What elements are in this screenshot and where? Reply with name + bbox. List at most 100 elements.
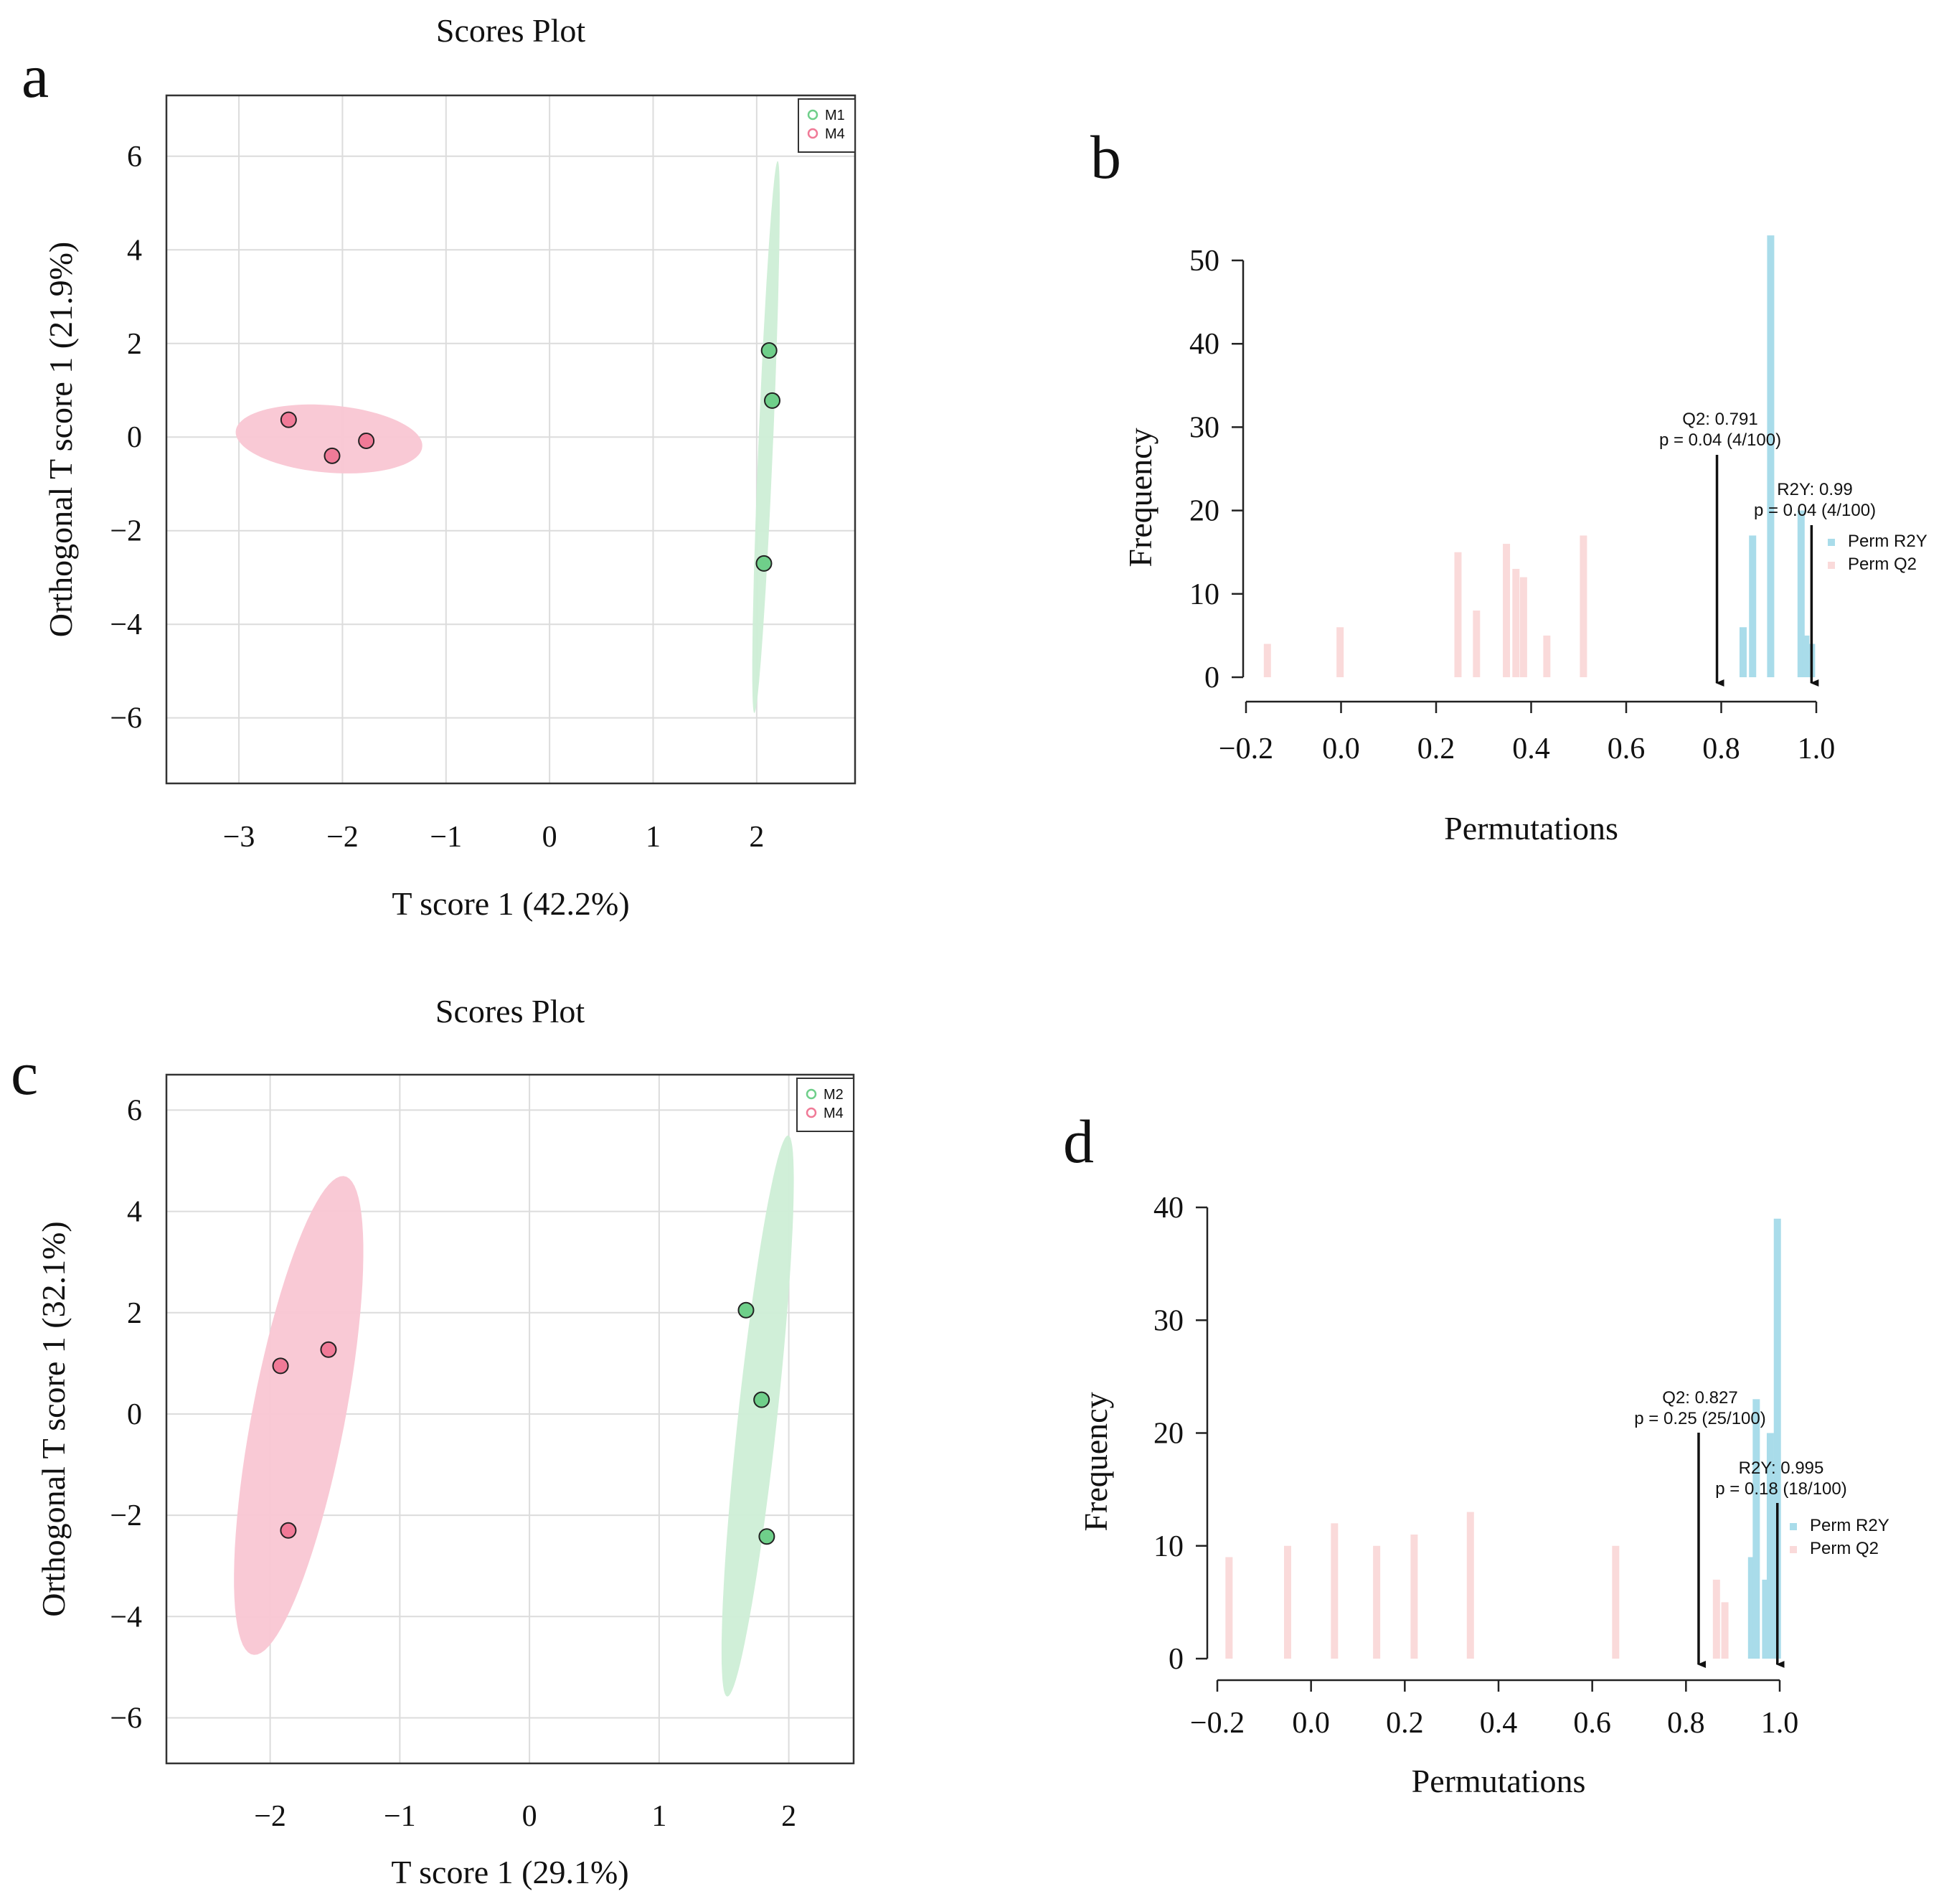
point-m2 (737, 1301, 755, 1319)
x-tick-label: −2 (326, 821, 359, 854)
x-tick-label: 0.8 (1702, 732, 1740, 765)
x-axis-label: Permutations (1412, 1763, 1586, 1799)
y-tick-label: 30 (1189, 411, 1219, 444)
scores-plot-a: −3 −2 −1 0 1 2 −6 −4 −2 0 2 4 6 Scores Plot T score 1 … (42, 12, 856, 922)
y-axis-label: Frequency (1122, 428, 1158, 567)
legend-label-perm-q2: Perm Q2 (1848, 555, 1917, 574)
annotation-stat: Q2: 0.791 (1682, 410, 1757, 429)
x-tick-label: −1 (430, 821, 462, 854)
y-axis-label: Orthogonal T score 1 (32.1%) (35, 1221, 72, 1616)
point-m2 (753, 1391, 770, 1408)
point-m4 (324, 447, 341, 464)
y-tick-label: 10 (1189, 578, 1219, 611)
y-tick-label: −2 (110, 515, 142, 548)
y-axis-label: Frequency (1077, 1392, 1114, 1531)
bar-perm-q2 (1612, 1545, 1620, 1659)
y-tick-label: 6 (127, 1094, 142, 1127)
x-axis-label: T score 1 (42.2%) (392, 885, 629, 922)
x-tick-label: −2 (254, 1800, 286, 1833)
bar-perm-q2 (1712, 1579, 1720, 1659)
ellipse-m4 (234, 1176, 364, 1655)
plot-frame (165, 94, 856, 785)
annotation-stat: R2Y: 0.995 (1739, 1458, 1824, 1478)
legend-box (796, 1078, 854, 1132)
y-tick-label: 10 (1153, 1530, 1184, 1563)
legend-marker-m1 (807, 109, 818, 121)
annotation-p-value: p = 0.04 (4/100) (1754, 501, 1876, 520)
legend-marker-m4 (806, 1107, 817, 1118)
ellipse-m2 (721, 1135, 794, 1697)
bar-perm-q2 (1225, 1557, 1233, 1659)
bar-perm-r2y (1747, 1557, 1755, 1659)
x-tick-label: 0.2 (1417, 732, 1455, 765)
x-tick-label: 0.0 (1322, 732, 1360, 765)
legend-label-m2: M2 (824, 1087, 844, 1103)
y-tick-label: −2 (110, 1499, 142, 1532)
bar-perm-q2 (1466, 1512, 1474, 1659)
annotation-stat: Q2: 0.827 (1662, 1388, 1737, 1408)
annotation-p-value: p = 0.18 (18/100) (1715, 1479, 1846, 1499)
permutation-histogram-d: −0.2 0.0 0.2 0.4 0.6 0.8 1.0 0 10 20 30 40 Permutati… (1077, 1192, 1889, 1799)
panel-letter-c: c (11, 1039, 38, 1108)
bar-perm-q2 (1410, 1535, 1418, 1659)
legend-label-m1: M1 (825, 108, 845, 123)
x-tick-label: −3 (223, 821, 255, 854)
y-tick-label: −6 (110, 702, 142, 735)
x-tick-label: 0.4 (1480, 1707, 1518, 1740)
bar-perm-q2 (1519, 577, 1527, 677)
y-tick-label: 0 (127, 1398, 142, 1431)
chart-title: Scores Plot (435, 993, 585, 1029)
scores-plot-c: −2 −1 0 1 2 −6 −4 −2 0 2 4 6 Scores Plot T score 1 (2… (35, 993, 855, 1890)
legend-label-m4: M4 (824, 1106, 844, 1121)
y-tick-label: 0 (1204, 661, 1219, 694)
bar-perm-r2y (1773, 1218, 1781, 1659)
x-tick-label: 0 (542, 821, 557, 854)
y-tick-label: 0 (1169, 1643, 1184, 1676)
x-tick-label: 0.0 (1292, 1707, 1330, 1740)
y-tick-label: 0 (127, 421, 142, 454)
bar-perm-q2 (1543, 635, 1551, 677)
legend-marker-m4 (807, 128, 818, 139)
bar-perm-r2y (1797, 510, 1805, 677)
chart-title: Scores Plot (436, 12, 586, 49)
x-tick-label: 1.0 (1798, 732, 1836, 765)
x-tick-label: 0.6 (1573, 1707, 1611, 1740)
legend-swatch-perm-r2y (1828, 539, 1835, 546)
bar-perm-r2y (1766, 1433, 1774, 1659)
point-m4 (280, 1522, 297, 1539)
y-tick-label: 4 (127, 1196, 142, 1229)
x-axis-label: T score 1 (29.1%) (391, 1854, 628, 1890)
legend-label-perm-q2: Perm Q2 (1810, 1539, 1879, 1558)
x-tick-label: 2 (781, 1800, 796, 1833)
x-axis-label: Permutations (1444, 810, 1618, 847)
legend-label-perm-r2y: Perm R2Y (1810, 1516, 1889, 1535)
y-tick-label: −6 (110, 1702, 142, 1735)
legend-marker-m2 (806, 1088, 817, 1100)
x-tick-label: 1 (646, 821, 661, 854)
bar-perm-q2 (1373, 1545, 1381, 1659)
point-m2 (758, 1528, 775, 1545)
y-tick-label: 50 (1189, 245, 1219, 278)
plot-frame (165, 1073, 855, 1765)
bar-perm-r2y (1762, 1579, 1770, 1659)
annotation-stat: R2Y: 0.99 (1777, 480, 1852, 499)
y-tick-label: 2 (127, 328, 142, 361)
x-tick-label: 0 (522, 1800, 537, 1833)
point-m4 (320, 1341, 337, 1358)
y-tick-label: 2 (127, 1297, 142, 1330)
bar-perm-q2 (1721, 1602, 1729, 1659)
panel-letter-a: a (22, 42, 49, 110)
legend-label-perm-r2y: Perm R2Y (1848, 532, 1927, 551)
bar-perm-q2 (1454, 552, 1462, 677)
annotation-p-value: p = 0.25 (25/100) (1634, 1409, 1765, 1428)
ellipse-m1 (752, 161, 780, 713)
x-tick-label: −1 (384, 1800, 416, 1833)
bar-perm-r2y (1767, 235, 1775, 677)
bar-perm-q2 (1263, 644, 1271, 677)
bar-perm-r2y (1749, 535, 1757, 677)
panel-letter-b: b (1090, 123, 1121, 192)
point-m1 (755, 555, 773, 572)
y-tick-label: 6 (127, 141, 142, 174)
legend-label-m4: M4 (825, 126, 845, 142)
legend-swatch-perm-q2 (1828, 562, 1835, 569)
